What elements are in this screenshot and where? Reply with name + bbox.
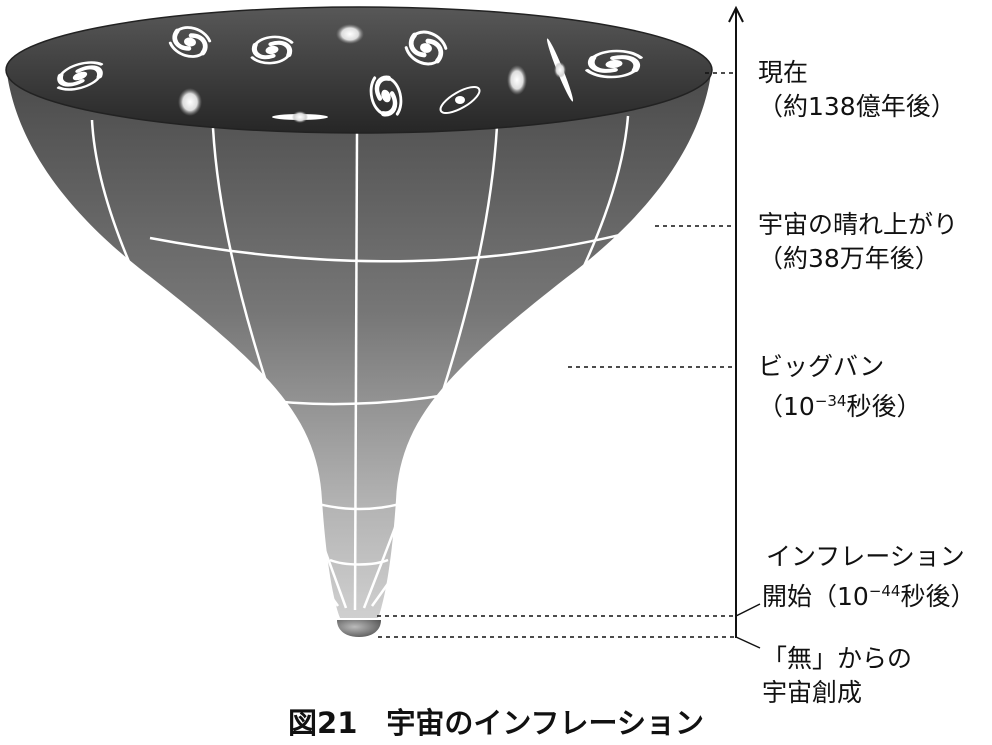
- label-inflation-line2: 開始（10−44秒後）: [762, 574, 975, 614]
- label-creation-from-nothing: 「無」からの 宇宙創成: [762, 642, 912, 710]
- inflation-exponent: −44: [868, 582, 901, 600]
- big-bang-time-prefix: （10: [758, 392, 815, 421]
- big-bang-time-suffix: 秒後）: [846, 392, 922, 421]
- label-present-line2: （約138億年後）: [758, 92, 956, 121]
- funnel-body: [6, 66, 712, 618]
- label-creation-line2: 宇宙創成: [762, 678, 863, 707]
- label-recombination-line2: （約38万年後）: [758, 244, 940, 273]
- inflation-time-suffix: 秒後）: [900, 582, 976, 611]
- label-creation-line1: 「無」からの: [762, 644, 913, 673]
- funnel-bottom-cap: [337, 620, 381, 637]
- label-big-bang-line2: （10−34秒後）: [758, 384, 921, 424]
- big-bang-exponent: −34: [814, 392, 847, 410]
- label-recombination-line1: 宇宙の晴れ上がり: [758, 210, 959, 239]
- inflation-time-prefix: 開始（10: [762, 582, 869, 611]
- label-big-bang-line1: ビッグバン: [758, 352, 885, 381]
- label-present-line1: 現在: [758, 58, 809, 87]
- axis-connectors: [735, 603, 761, 649]
- leader-lines: [377, 72, 734, 638]
- label-inflation-line1: インフレーション: [766, 542, 965, 571]
- label-recombination: 宇宙の晴れ上がり （約38万年後）: [758, 208, 958, 276]
- galaxies: [53, 24, 642, 123]
- label-inflation-start: インフレーション 開始（10−44秒後）: [762, 540, 975, 614]
- label-present: 現在 （約138億年後）: [758, 56, 956, 124]
- label-big-bang: ビッグバン （10−34秒後）: [758, 350, 921, 424]
- figure-caption: 図21 宇宙のインフレーション: [288, 706, 704, 740]
- spacetime-grid: [90, 115, 663, 611]
- time-axis: [728, 5, 744, 638]
